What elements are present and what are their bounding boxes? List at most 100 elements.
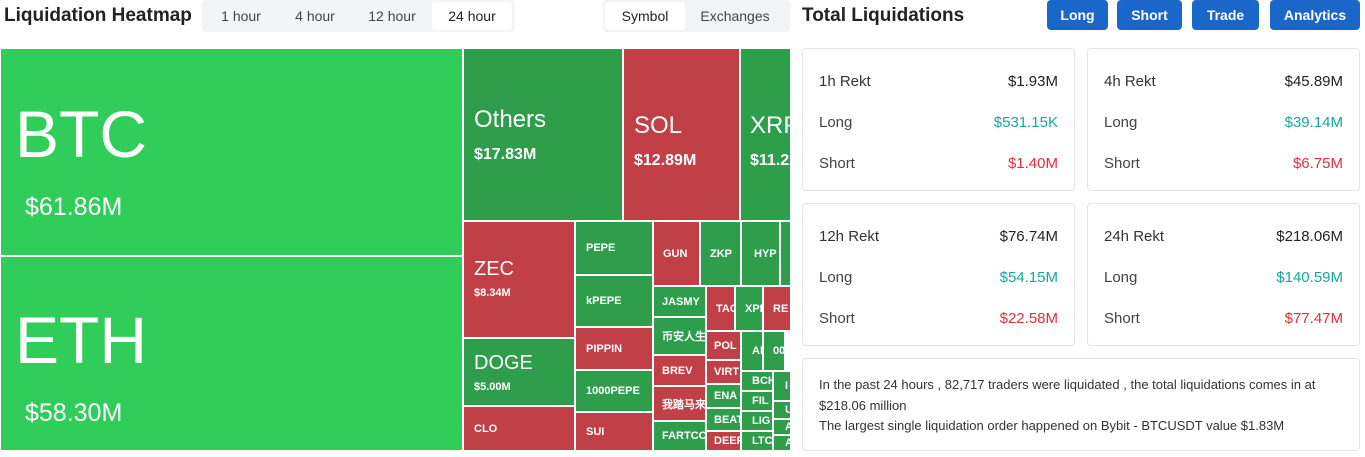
stat-value: $45.89M <box>1284 73 1343 90</box>
summary: In the past 24 hours , 82,717 traders we… <box>802 358 1360 451</box>
stat-label: Short <box>1104 310 1140 327</box>
heatmap-tile[interactable]: ZEC $8.34M <box>463 221 575 338</box>
heatmap-tile[interactable]: SOL $12.89M <box>623 48 740 221</box>
tile-label: AI <box>752 345 763 357</box>
stat-value: $1.93M <box>1007 73 1058 90</box>
time-tabs: 1 hour 4 hour 12 hour 24 hour <box>202 0 515 32</box>
action-button[interactable]: Short <box>1117 0 1182 30</box>
stat-value: $22.58M <box>999 310 1058 327</box>
heatmap-tile[interactable]: XRP $11.22M <box>740 48 791 221</box>
tile-label: BCH <box>752 375 772 387</box>
heatmap-tile[interactable]: TAC <box>706 286 735 331</box>
tile-label: BEAT <box>714 413 741 426</box>
heatmap-tile[interactable]: PEPE <box>575 221 653 275</box>
heatmap-tile[interactable]: LTC <box>741 431 773 451</box>
stat-value: $54.15M <box>999 269 1058 286</box>
heatmap-tile[interactable]: DEEP <box>706 431 741 451</box>
tile-label: ZKP <box>710 247 732 260</box>
stat-value: $140.59M <box>1276 269 1343 286</box>
heatmap-tile[interactable]: AI <box>741 331 763 371</box>
heatmap-tile[interactable]: JASMY <box>653 286 706 317</box>
heatmap-tile[interactable]: Others $17.83M <box>463 48 623 221</box>
tile-label: POL <box>714 339 737 352</box>
stat-row: 4h Rekt $45.89M <box>1104 61 1343 102</box>
heatmap-tile[interactable]: 1000PEPE <box>575 370 653 412</box>
stat-label: Long <box>1104 269 1138 286</box>
time-tab[interactable]: 12 hour <box>368 8 416 24</box>
tile-label: U <box>785 404 790 416</box>
tile-label: 00 <box>773 345 785 357</box>
heatmap-tile[interactable]: ETH $58.30M <box>0 256 463 451</box>
total-title: Total Liquidations <box>802 5 965 26</box>
stat-label: 12h Rekt <box>819 228 880 245</box>
heatmap-tile[interactable]: ENA <box>706 384 741 408</box>
time-tab[interactable]: 4 hour <box>295 8 335 24</box>
tile-value: $61.86M <box>25 193 123 221</box>
stat-card: 24h Rekt $218.06M Long $140.59M Short $77.47M <box>1087 203 1360 346</box>
tile-label: 币安人生 <box>662 331 706 343</box>
action-button[interactable]: Long <box>1047 0 1108 30</box>
heatmap-tile[interactable]: POL <box>706 331 741 360</box>
heatmap-tile[interactable]: SUI <box>575 412 653 451</box>
stat-label: 1h Rekt <box>819 73 871 90</box>
tile-label: A <box>785 421 790 433</box>
heatmap-tile[interactable]: I <box>773 371 791 401</box>
stat-label: Long <box>819 269 853 286</box>
heatmap-tile[interactable]: A <box>773 419 791 435</box>
stat-label: Short <box>1104 155 1140 172</box>
heatmap-tile[interactable]: kPEPE <box>575 275 653 327</box>
heatmap-tile[interactable]: ZKP <box>700 221 741 286</box>
heatmap-tile[interactable]: A <box>773 435 791 451</box>
heatmap-tile[interactable]: BTC $61.86M <box>0 48 463 256</box>
stat-label: Long <box>1104 114 1138 131</box>
view-tab[interactable]: Exchanges <box>700 8 770 24</box>
heatmap-tile[interactable]: U <box>773 401 791 419</box>
heatmap-tile[interactable]: CLO <box>463 406 575 451</box>
tile-value: $17.83M <box>474 146 537 163</box>
tile-label: kPEPE <box>586 295 622 307</box>
tile-label: TAC <box>716 302 734 315</box>
heatmap-tile[interactable]: FIL <box>741 391 773 411</box>
heatmap-tile[interactable]: BCH <box>741 371 773 391</box>
stat-card: 1h Rekt $1.93M Long $531.15K Short $1.40M <box>802 48 1075 191</box>
stat-row: 24h Rekt $218.06M <box>1104 216 1343 257</box>
stat-value: $1.40M <box>1007 155 1058 172</box>
tile-label: GUN <box>663 247 688 260</box>
heatmap-tile[interactable]: BREV <box>653 355 706 386</box>
tile-label: JASMY <box>662 295 700 308</box>
stat-card: 12h Rekt $76.74M Long $54.15M Short $22.58M <box>802 203 1075 346</box>
summary-text: The largest single liquidation order hap… <box>819 418 1285 433</box>
tile-label: A <box>785 437 790 449</box>
tile-label: Others <box>474 106 547 133</box>
heatmap-tile[interactable]: DOGE $5.00M <box>463 338 575 406</box>
tile-label: ENA <box>714 390 738 402</box>
summary-text: In the past 24 hours , 82,717 traders we… <box>819 377 1316 413</box>
tile-label: FARTCO <box>662 430 706 442</box>
heatmap-tile[interactable]: FARTCO <box>653 421 706 451</box>
heatmap-tile[interactable]: BEAT <box>706 408 741 431</box>
stat-label: Long <box>819 114 853 131</box>
heatmap-tile[interactable]: 我踏马来了 <box>653 386 706 421</box>
heatmap-tile[interactable]: XPL <box>735 286 763 331</box>
heatmap-title: Liquidation Heatmap <box>4 5 192 26</box>
heatmap-tile <box>780 221 791 286</box>
heatmap-tile[interactable]: LIG <box>741 411 773 431</box>
view-tab[interactable]: Symbol <box>605 2 685 30</box>
action-button[interactable]: Trade <box>1192 0 1259 30</box>
heatmap-tile[interactable]: 00 <box>763 331 785 371</box>
heatmap-tile[interactable]: PIPPIN <box>575 327 653 370</box>
tile-label: XRP <box>750 112 790 139</box>
time-tab[interactable]: 1 hour <box>221 8 261 24</box>
stat-label: 4h Rekt <box>1104 73 1156 90</box>
heatmap-tile[interactable]: RE <box>763 286 791 331</box>
tile-label: CLO <box>474 422 498 435</box>
heatmap-tile[interactable]: VIRT <box>706 360 741 384</box>
heatmap-tile[interactable]: 币安人生 <box>653 317 706 355</box>
stat-card: 4h Rekt $45.89M Long $39.14M Short $6.75M <box>1087 48 1360 191</box>
stat-row: Short $77.47M <box>1104 298 1343 339</box>
heatmap-tile[interactable]: HYP <box>741 221 780 286</box>
action-button[interactable]: Analytics <box>1270 0 1360 30</box>
time-tab[interactable]: 24 hour <box>432 2 512 30</box>
heatmap-tile[interactable]: GUN <box>653 221 700 286</box>
tile-label: LIG <box>752 415 771 427</box>
